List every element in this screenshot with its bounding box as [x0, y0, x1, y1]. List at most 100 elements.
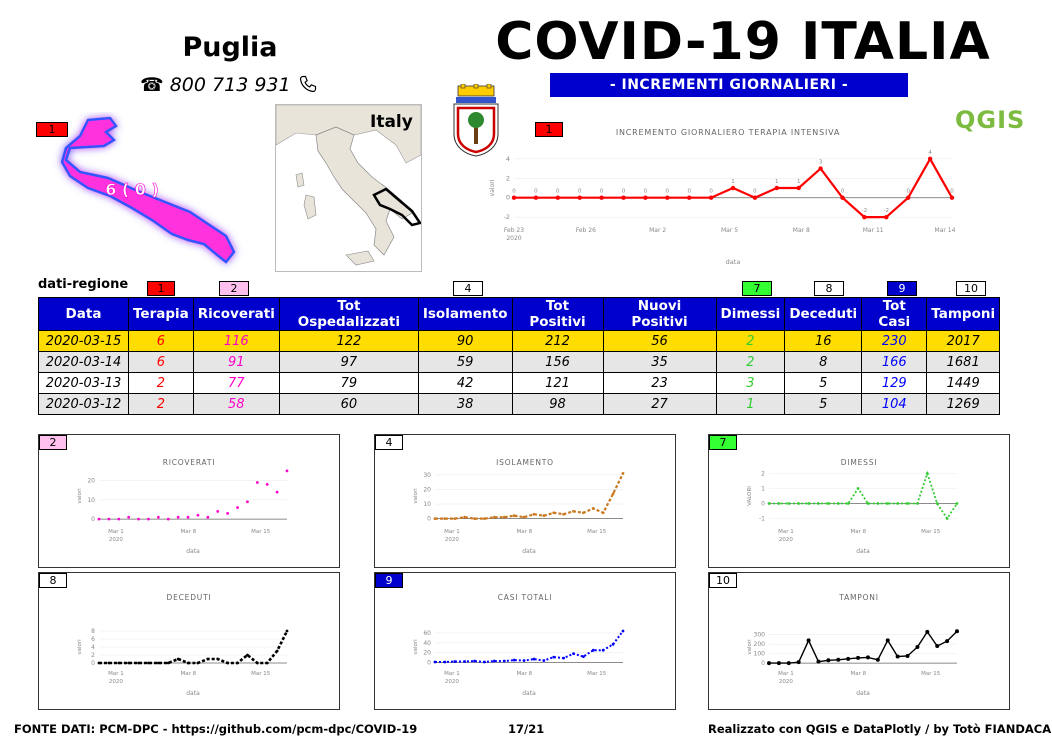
cell-isolamento: 59 [417, 351, 513, 373]
qgis-logo: QGIS [955, 106, 1026, 134]
cell-data: 2020-03-13 [38, 372, 129, 394]
y-tick-label: 0 [427, 660, 431, 667]
x-tick-label: Mar 14 [935, 227, 956, 234]
data-point [767, 502, 771, 505]
data-label: -2 [884, 208, 889, 214]
data-point [562, 512, 566, 516]
chart-title: CASI TOTALI [498, 593, 553, 602]
data-point [572, 509, 575, 513]
table-row: 2020-03-12 2 58 60 38 98 27 1 5 104 1269 [38, 393, 1001, 415]
cell-deceduti: 16 [784, 330, 863, 352]
data-point [906, 502, 909, 505]
inset-label: Italy [370, 112, 413, 132]
data-label: 0 [644, 189, 648, 195]
casi-chart: CASI TOTALI 0 20 40 60 Mar 1 2020 Mar 8 Mar 15 da… [413, 593, 625, 697]
cell-isolamento: 90 [417, 330, 513, 352]
data-point [555, 195, 560, 200]
panel-isolamento: 4 ISOLAMENTO 0 10 20 30 Mar 1 2020 Mar 8 Mar 15 d… [374, 434, 676, 568]
data-label: 0 [534, 189, 538, 195]
data-point [542, 514, 546, 518]
data-point [796, 660, 801, 665]
col-deceduti: Deceduti [784, 297, 863, 331]
data-point [925, 472, 929, 475]
y-tick-label: 0 [761, 501, 765, 508]
table-row: 2020-03-15 6 116 122 90 212 56 2 16 230 2017 [38, 330, 1001, 352]
data-point [767, 661, 771, 666]
data-point [774, 185, 779, 191]
data-point [186, 661, 190, 665]
data-point [137, 661, 140, 665]
data-point [884, 214, 889, 220]
data-point [856, 655, 861, 660]
data-point [552, 655, 556, 659]
data-point [492, 659, 496, 663]
data-point [846, 656, 851, 661]
tag-8-panel: 8 [39, 573, 67, 588]
data-point [265, 483, 269, 486]
data-point [255, 481, 259, 484]
data-label: 0 [556, 189, 560, 195]
data-label: 0 [666, 189, 670, 195]
x-tick-label: Mar 2 [649, 227, 666, 234]
puglia-map: 6 ( 0 ) [60, 116, 236, 264]
col-nuovi-positivi: Nuovi Positivi [602, 297, 717, 331]
x-axis-label: data [522, 690, 536, 697]
puglia-shape [60, 116, 236, 264]
data-label: 0 [622, 189, 626, 195]
data-point [915, 645, 920, 649]
x-tick-label: Mar 8 [180, 671, 196, 677]
data-table: Data Terapia Ricoverati Tot Ospedalizzat… [38, 297, 1001, 415]
y-tick-label: 10 [423, 501, 431, 508]
data-point [473, 517, 476, 521]
puglia-highlight [372, 187, 423, 227]
cell-nuovi-positivi: 56 [602, 330, 717, 352]
data-label: 0 [512, 189, 516, 195]
data-point [127, 661, 131, 665]
data-point [786, 661, 791, 666]
data-point [836, 502, 840, 505]
data-point [216, 657, 220, 661]
cell-tot-ospedalizzati: 79 [278, 372, 419, 394]
y-axis-label: valori [747, 639, 753, 655]
data-point [206, 657, 210, 661]
y-tick-label: 0 [761, 660, 765, 667]
cell-tot-casi: 129 [861, 372, 928, 394]
x-tick-label: 2020 [109, 679, 123, 685]
data-point [817, 502, 820, 505]
data-point [955, 629, 959, 634]
data-point [611, 492, 615, 496]
cell-terapia: 2 [128, 393, 194, 415]
y-tick-label: 40 [423, 640, 431, 647]
x-tick-label: 2020 [779, 679, 793, 685]
data-point [433, 517, 437, 521]
data-point [826, 502, 830, 505]
panel-dimessi: 7 DIMESSI -1 0 1 2 Mar 1 2020 Mar 8 Mar 15 data VA… [708, 434, 1010, 568]
data-point [511, 195, 517, 200]
data-point [433, 660, 437, 664]
data-point [776, 661, 781, 666]
data-point [502, 515, 506, 519]
y-tick-label: 0 [506, 194, 510, 202]
x-tick-label: Mar 8 [850, 529, 866, 535]
x-tick-label: 2020 [506, 235, 521, 242]
cell-tamponi: 2017 [926, 330, 1001, 352]
tag-1-terapia-chart: 1 [535, 122, 563, 137]
y-tick-label: 2 [506, 174, 510, 182]
x-axis-label: data [186, 548, 200, 555]
y-tick-label: 100 [754, 651, 766, 658]
y-axis-label: valori [77, 488, 83, 504]
data-point [176, 515, 180, 519]
cell-dimessi: 3 [715, 372, 786, 394]
data-point [236, 506, 239, 509]
data-point [176, 657, 180, 661]
data-point [542, 659, 546, 662]
tag-totcasi: 9 [887, 281, 917, 296]
data-point [492, 515, 496, 519]
y-tick-label: 4 [506, 155, 510, 163]
data-point [443, 517, 447, 521]
cell-dimessi: 2 [715, 330, 786, 352]
tag-1-map: 1 [36, 122, 68, 137]
data-point [807, 502, 810, 505]
series-line [769, 470, 958, 521]
cell-terapia: 6 [128, 351, 194, 373]
